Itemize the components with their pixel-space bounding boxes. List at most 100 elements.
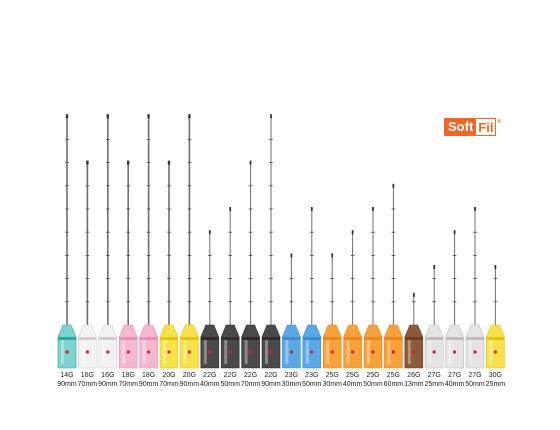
gauge-label: 14G [60,372,74,379]
needle-hub [200,324,220,369]
hub-highlight [61,339,64,364]
needle-5 [139,114,158,369]
hub-highlight [203,339,207,364]
hub-dot [249,350,253,354]
needle-12 [282,253,301,369]
length-label: 70mm [118,381,138,388]
hub-dot [473,350,477,354]
needle-hub [404,324,424,369]
gauge-label: 20G [162,372,176,379]
hub-band [241,337,260,340]
needle-18 [404,292,424,369]
needle-label: 25G 50mm [361,371,385,389]
needle-hub [302,324,322,369]
needle-hub [424,324,444,369]
hub-dot [126,350,130,354]
length-label: 90mm [261,381,281,388]
hub-dot [453,350,457,354]
gauge-label: 22G [223,372,237,379]
hub-dot [351,350,355,354]
hub-dot [228,350,232,354]
gauge-label: 18G [141,372,156,379]
needle-2 [78,160,97,369]
length-label: 40mm [200,381,220,388]
hub-highlight [244,339,248,364]
needle-hub [465,324,485,369]
gauge-label: 26G [407,372,421,379]
length-label: 70mm [240,381,261,388]
gauge-label: 27G [447,372,462,379]
needle-10 [241,160,260,369]
needle-label: 23G 30mm [279,371,303,389]
needle-14 [322,253,342,369]
hub-dot [85,350,89,354]
length-label: 40mm [342,381,363,388]
gauge-label: 27G [468,372,482,379]
hub-dot [147,350,151,354]
logo-registered-mark: ® [497,119,502,125]
gauge-label: 25G [366,372,380,379]
logo-soft-text: Soft [444,118,477,136]
needle-hub [445,324,464,369]
hub-highlight [407,339,411,364]
softfil-logo: Soft Fil ® [444,118,501,136]
gauge-label: 25G [386,372,400,379]
hub-band [282,337,301,340]
needle-11 [261,114,281,369]
needle-hub [343,324,362,369]
needle-label: 22G 70mm [239,371,263,389]
hub-band [180,337,199,340]
length-label: 13mm [404,381,424,388]
length-label: 50mm [465,381,485,388]
hub-band [139,337,158,340]
needle-hub [363,324,383,369]
needle-label: 22G 40mm [198,371,222,389]
hub-highlight [81,339,85,364]
hub-dot [106,350,110,354]
gauge-label: 22G [203,372,217,379]
hub-dot [330,350,334,354]
length-label: 30mm [322,381,342,388]
logo-fil-text: Fil [476,118,497,136]
hub-highlight [163,339,166,364]
gauge-label: 22G [243,372,258,379]
hub-dot [493,350,497,354]
needle-label: 20G 90mm [177,371,201,389]
hub-highlight [142,339,146,364]
length-label: 50mm [363,381,383,388]
length-label: 50mm [302,381,322,388]
length-label: 70mm [159,381,179,388]
hub-band [262,337,280,340]
hub-dot [289,350,293,354]
hub-highlight [387,339,391,364]
needle-17 [384,183,403,369]
length-label: 90mm [57,381,77,388]
needle-label: 22G 90mm [259,371,283,389]
needle-hub [78,324,97,369]
needle-label: 27G 40mm [443,371,467,389]
hub-dot [391,350,395,354]
hub-band [404,337,423,340]
needle-6 [159,160,179,369]
needle-label: 27G 25mm [422,371,446,389]
hub-highlight [305,339,309,364]
gauge-label: 23G [284,372,298,379]
hub-highlight [367,339,370,364]
needle-label: 22G 50mm [218,371,242,389]
needle-hub [241,324,260,369]
hub-highlight [448,339,452,364]
hub-band [364,337,382,340]
hub-dot [371,350,375,354]
hub-highlight [101,339,105,364]
hub-band [343,337,362,340]
hub-band [119,337,138,340]
needle-21 [465,207,485,369]
length-label: 25mm [485,381,506,388]
needle-hub [282,324,301,369]
hub-highlight [265,339,268,364]
hub-band [425,337,444,340]
hub-band [384,337,403,340]
hub-band [466,337,484,340]
hub-dot [412,350,416,354]
needle-hub [180,324,199,369]
